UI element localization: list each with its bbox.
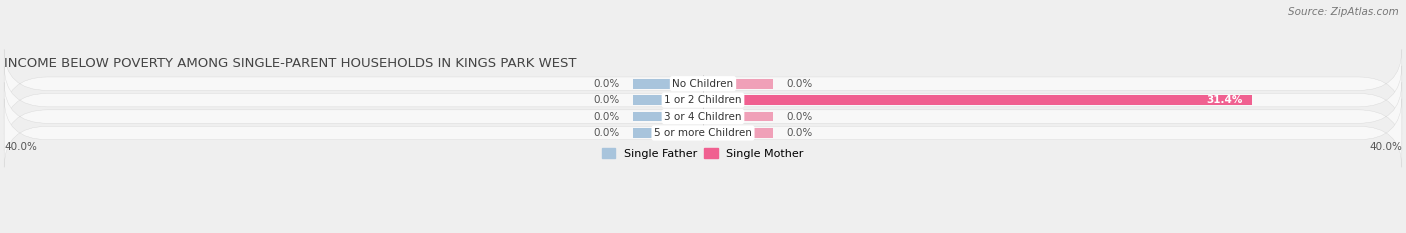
- Bar: [703, 79, 773, 89]
- Text: 40.0%: 40.0%: [1369, 141, 1402, 151]
- Text: 0.0%: 0.0%: [787, 79, 813, 89]
- Text: 5 or more Children: 5 or more Children: [654, 128, 752, 138]
- Text: 1 or 2 Children: 1 or 2 Children: [664, 95, 742, 105]
- Bar: [703, 128, 773, 138]
- Bar: [633, 112, 703, 121]
- Text: INCOME BELOW POVERTY AMONG SINGLE-PARENT HOUSEHOLDS IN KINGS PARK WEST: INCOME BELOW POVERTY AMONG SINGLE-PARENT…: [4, 57, 576, 70]
- Text: 0.0%: 0.0%: [787, 128, 813, 138]
- Text: Source: ZipAtlas.com: Source: ZipAtlas.com: [1288, 7, 1399, 17]
- Text: 40.0%: 40.0%: [4, 141, 37, 151]
- Bar: [703, 95, 1251, 105]
- FancyBboxPatch shape: [4, 66, 1402, 134]
- Text: 0.0%: 0.0%: [593, 95, 619, 105]
- Text: 0.0%: 0.0%: [593, 128, 619, 138]
- FancyBboxPatch shape: [4, 49, 1402, 118]
- Text: 31.4%: 31.4%: [1206, 95, 1243, 105]
- Text: 3 or 4 Children: 3 or 4 Children: [664, 112, 742, 122]
- Bar: [633, 79, 703, 89]
- Text: 0.0%: 0.0%: [787, 112, 813, 122]
- Bar: [633, 95, 703, 105]
- Text: 0.0%: 0.0%: [593, 79, 619, 89]
- FancyBboxPatch shape: [4, 82, 1402, 151]
- FancyBboxPatch shape: [4, 99, 1402, 167]
- Legend: Single Father, Single Mother: Single Father, Single Mother: [598, 144, 808, 163]
- Text: 0.0%: 0.0%: [593, 112, 619, 122]
- Bar: [703, 112, 773, 121]
- Bar: [633, 128, 703, 138]
- Text: No Children: No Children: [672, 79, 734, 89]
